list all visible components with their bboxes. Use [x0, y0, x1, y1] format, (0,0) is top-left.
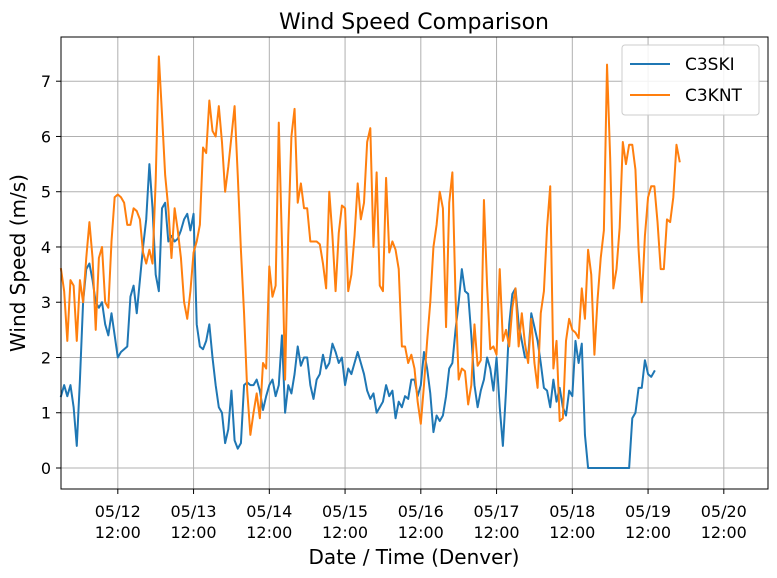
x-tick-label: 05/13	[171, 502, 217, 521]
x-tick-label: 05/16	[398, 502, 444, 521]
x-tick-label: 05/20	[701, 502, 747, 521]
x-tick-label: 05/19	[625, 502, 671, 521]
axes: 05/12 12:00 05/13 12:00 05/14 12:00 05/15 12:00…	[41, 72, 747, 542]
plot-frame	[60, 36, 769, 490]
x-tick-label: 12:00	[625, 523, 671, 542]
y-tick-label: 2	[41, 348, 51, 367]
y-axis-label: Wind Speed (m/s)	[6, 174, 30, 352]
legend-label-c3ski: C3SKI	[685, 55, 735, 75]
y-tick-label: 4	[41, 238, 51, 257]
y-tick-label: 0	[41, 459, 51, 478]
x-tick-label: 05/14	[246, 502, 292, 521]
y-tick-label: 1	[41, 404, 51, 423]
chart-title: Wind Speed Comparison	[279, 10, 549, 35]
x-tick-label: 12:00	[398, 523, 444, 542]
x-tick-label: 12:00	[549, 523, 595, 542]
x-tick-label: 12:00	[322, 523, 368, 542]
x-tick-label: 12:00	[701, 523, 747, 542]
x-tick-label: 12:00	[474, 523, 520, 542]
x-tick-label: 12:00	[95, 523, 141, 542]
y-tick-label: 6	[41, 127, 51, 146]
x-tick-label: 05/17	[474, 502, 520, 521]
x-tick-label: 12:00	[246, 523, 292, 542]
legend-label-c3knt: C3KNT	[685, 86, 743, 106]
series-line-c3ski	[59, 163, 656, 469]
x-tick-label: 05/18	[549, 502, 595, 521]
y-tick-label: 5	[41, 183, 51, 202]
y-tick-label: 3	[41, 293, 51, 312]
x-axis-label: Date / Time (Denver)	[309, 545, 520, 569]
x-tick-label: 05/15	[322, 502, 368, 521]
legend-box	[621, 44, 760, 116]
x-tick-label: 12:00	[171, 523, 217, 542]
series-layer	[59, 55, 681, 469]
series-line-c3knt	[59, 55, 681, 436]
x-tick-label: 05/12	[95, 502, 141, 521]
legend: C3SKI C3KNT	[621, 44, 760, 116]
y-tick-label: 7	[41, 72, 51, 91]
